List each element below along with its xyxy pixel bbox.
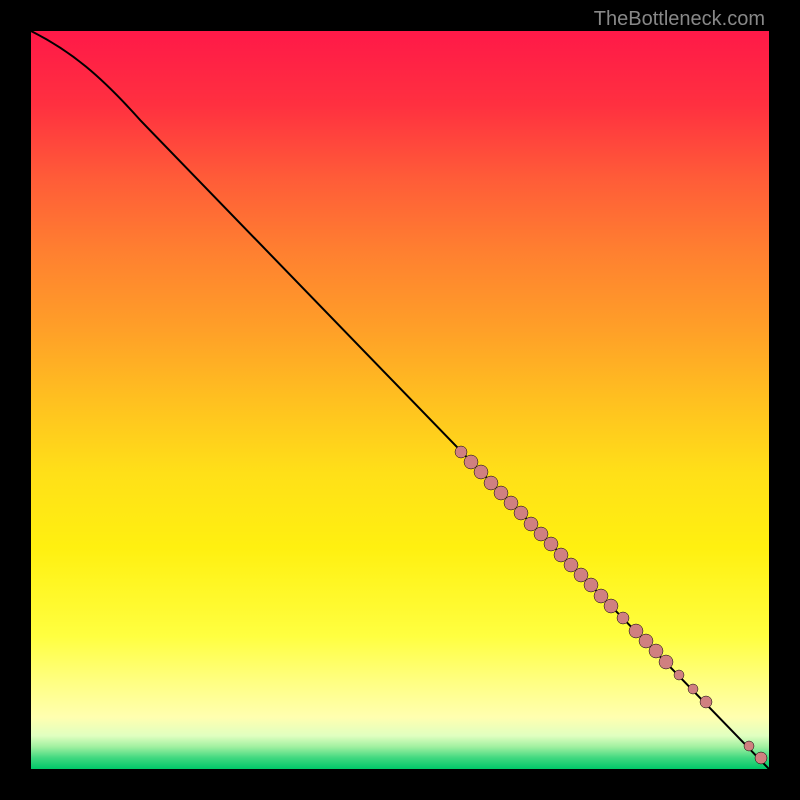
data-point xyxy=(604,599,618,613)
data-point xyxy=(755,752,767,764)
data-point xyxy=(544,537,558,551)
curve-layer xyxy=(31,31,769,769)
data-point xyxy=(617,612,629,624)
marker-group xyxy=(455,446,767,764)
data-point xyxy=(514,506,528,520)
data-point xyxy=(455,446,467,458)
data-point xyxy=(744,741,754,751)
data-point xyxy=(584,578,598,592)
data-point xyxy=(649,644,663,658)
bottleneck-curve xyxy=(31,31,769,769)
data-point xyxy=(659,655,673,669)
data-point xyxy=(688,684,698,694)
chart-plot-area xyxy=(31,31,769,769)
data-point xyxy=(700,696,712,708)
data-point xyxy=(474,465,488,479)
watermark-text: TheBottleneck.com xyxy=(594,8,765,31)
data-point xyxy=(674,670,684,680)
